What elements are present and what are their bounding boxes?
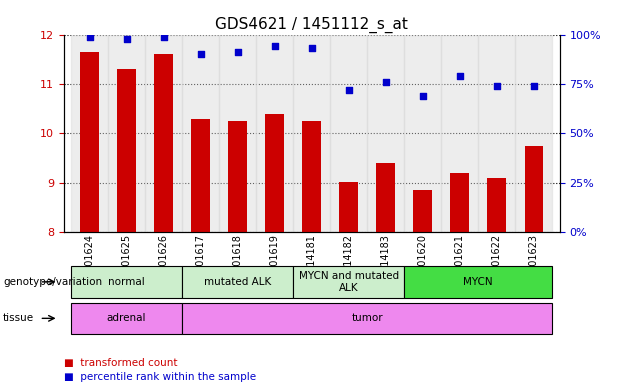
Bar [515, 35, 552, 232]
Point [233, 49, 243, 55]
Bar [256, 35, 293, 232]
Bar [145, 35, 182, 232]
Bar [219, 35, 256, 232]
Point [492, 83, 502, 89]
Point [380, 79, 391, 85]
Text: normal: normal [108, 277, 145, 287]
Text: MYCN: MYCN [464, 277, 493, 287]
Bar [340, 182, 358, 384]
Point [455, 73, 465, 79]
Bar [117, 69, 136, 384]
Point [270, 43, 280, 50]
Bar [478, 35, 515, 232]
Point [195, 51, 205, 58]
Bar [330, 35, 367, 232]
Point [529, 83, 539, 89]
Bar [367, 35, 404, 232]
Text: ■  transformed count: ■ transformed count [64, 358, 177, 368]
Bar [441, 35, 478, 232]
Bar [155, 55, 173, 384]
Point [158, 33, 169, 40]
Text: mutated ALK: mutated ALK [204, 277, 271, 287]
Text: genotype/variation: genotype/variation [3, 277, 102, 287]
Text: ■  percentile rank within the sample: ■ percentile rank within the sample [64, 372, 256, 382]
Bar [108, 35, 145, 232]
Bar [182, 35, 219, 232]
Bar [228, 121, 247, 384]
Bar [413, 190, 432, 384]
Point [307, 45, 317, 51]
Point [343, 87, 354, 93]
Bar [404, 35, 441, 232]
Bar [302, 121, 321, 384]
Bar [265, 114, 284, 384]
Bar [293, 35, 330, 232]
Text: tissue: tissue [3, 313, 34, 323]
Bar [80, 52, 99, 384]
Title: GDS4621 / 1451112_s_at: GDS4621 / 1451112_s_at [215, 17, 408, 33]
Bar [487, 178, 506, 384]
Text: MYCN and mutated
ALK: MYCN and mutated ALK [298, 271, 399, 293]
Bar [377, 163, 395, 384]
Point [121, 35, 132, 41]
Text: adrenal: adrenal [107, 313, 146, 323]
Point [85, 33, 95, 40]
Point [418, 93, 428, 99]
Text: tumor: tumor [351, 313, 383, 323]
Bar [191, 119, 210, 384]
Bar [71, 35, 108, 232]
Bar [525, 146, 543, 384]
Bar [450, 173, 469, 384]
